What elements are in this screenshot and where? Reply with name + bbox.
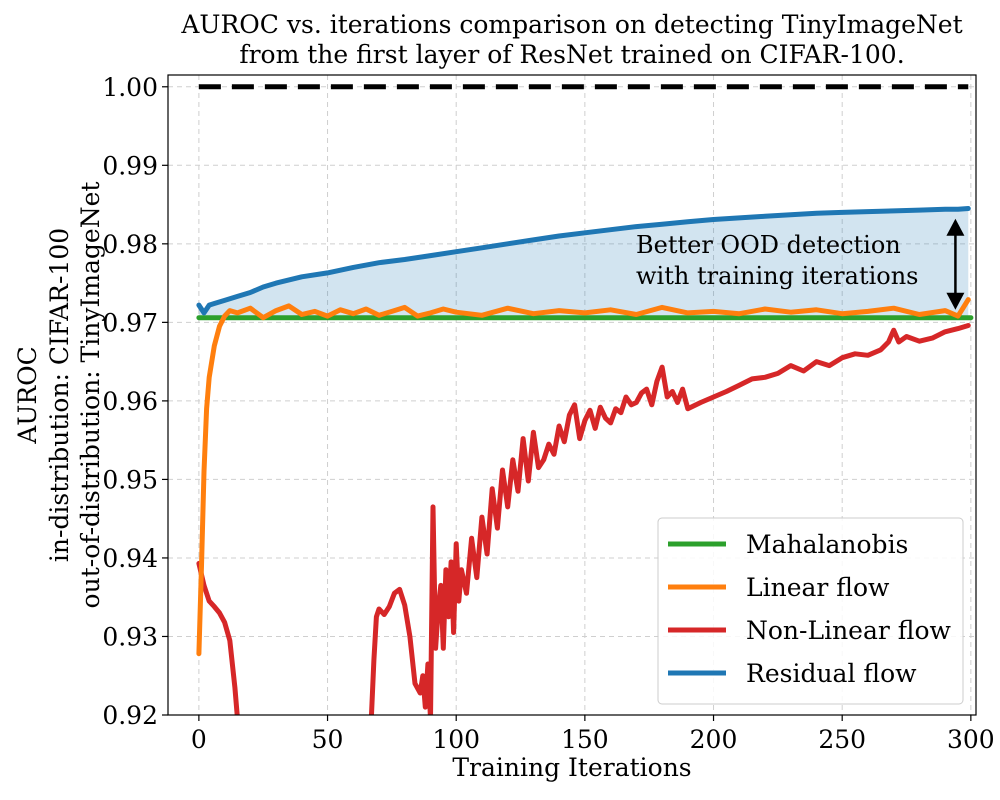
x-tick-label: 0: [191, 725, 207, 754]
x-tick-label: 50: [312, 725, 344, 754]
fill-region: [198, 208, 969, 318]
series-line-residual-flow: [196, 206, 971, 316]
y-tick-label: 0.99: [102, 151, 158, 180]
x-tick-label: 250: [818, 725, 866, 754]
series-layer: [196, 206, 974, 715]
legend: Mahalanobis Linear flow Non-Linear flow Res…: [657, 517, 964, 705]
y-tick-label: 0.95: [102, 465, 158, 494]
chart-title-line-2: from the first layer of ResNet trained o…: [239, 40, 904, 69]
y-tick-label: 0.93: [102, 622, 158, 651]
fill-between-area: [198, 208, 969, 318]
legend-box: [657, 517, 964, 705]
annotation: Better OOD detection with training itera…: [636, 218, 965, 310]
y-tick-label: 0.97: [102, 308, 158, 337]
legend-label: Residual flow: [746, 659, 917, 688]
x-tick-label: 300: [947, 725, 995, 754]
y-tick-label: 1.00: [102, 73, 158, 102]
legend-label: Linear flow: [746, 573, 890, 602]
chart-title-line-1: AUROC vs. iterations comparison on detec…: [180, 10, 962, 39]
legend-label: Mahalanobis: [746, 530, 908, 559]
annotation-line-1: Better OOD detection: [636, 231, 901, 259]
y-tick-label: 0.98: [102, 230, 158, 259]
tick-layer: 0 50 100 150 200 250 300 0.92 0.93 0.94 0.95 0.96 0.…: [102, 73, 994, 754]
series-line-non-linear-flow: [196, 323, 971, 715]
x-tick-label: 100: [432, 725, 480, 754]
x-axis-label: Training Iterations: [452, 753, 691, 782]
plot-frame: [167, 74, 977, 716]
x-tick-label: 150: [561, 725, 609, 754]
y-tick-label: 0.96: [102, 387, 158, 416]
y-axis-label-line-1: AUROC: [13, 346, 42, 445]
y-tick-label: 0.92: [102, 701, 158, 730]
y-axis-label-line-3: out-of-distribution: TinyImageNet: [76, 182, 105, 609]
series-line-linear-flow: [196, 297, 971, 657]
legend-label: Non-Linear flow: [746, 616, 951, 645]
annotation-arrow-head-up: [946, 218, 965, 236]
x-tick-label: 200: [690, 725, 738, 754]
legend-entries: Mahalanobis Linear flow Non-Linear flow Res…: [668, 530, 951, 688]
y-tick-label: 0.94: [102, 544, 158, 573]
y-axis-label-line-2: in-distribution: CIFAR-100: [45, 228, 74, 562]
annotation-arrow-head-down: [946, 292, 965, 310]
annotation-line-2: with training iterations: [636, 262, 918, 290]
